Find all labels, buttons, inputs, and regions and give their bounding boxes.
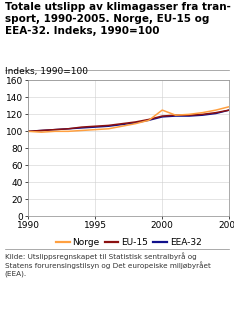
Norge bbox=[121, 124, 123, 128]
Text: Kilde: Utslippsregnskapet til Statistisk sentralbyrå og
Statens forurensingstils: Kilde: Utslippsregnskapet til Statistisk… bbox=[5, 252, 211, 277]
Text: Totale utslipp av klimagasser fra tran-
sport, 1990-2005. Norge, EU-15 og
EEA-32: Totale utslipp av klimagasser fra tran- … bbox=[5, 2, 230, 36]
Norge bbox=[54, 129, 56, 133]
EEA-32 bbox=[161, 115, 164, 119]
Norge bbox=[228, 105, 231, 108]
EEA-32 bbox=[174, 114, 177, 118]
EU-15 bbox=[67, 127, 70, 131]
Norge bbox=[188, 112, 190, 116]
EU-15 bbox=[27, 129, 29, 133]
Line: EEA-32: EEA-32 bbox=[28, 110, 229, 131]
EU-15 bbox=[121, 122, 123, 125]
Norge bbox=[147, 118, 150, 122]
Text: Indeks, 1990=100: Indeks, 1990=100 bbox=[5, 67, 88, 76]
Norge bbox=[80, 129, 83, 132]
Norge bbox=[27, 129, 29, 133]
EU-15 bbox=[215, 111, 217, 115]
EEA-32 bbox=[27, 129, 29, 133]
EEA-32 bbox=[201, 113, 204, 117]
Line: Norge: Norge bbox=[28, 107, 229, 132]
EU-15 bbox=[228, 108, 231, 112]
EU-15 bbox=[161, 114, 164, 118]
EEA-32 bbox=[215, 112, 217, 115]
EEA-32 bbox=[67, 127, 70, 131]
EEA-32 bbox=[134, 121, 137, 125]
EU-15 bbox=[80, 125, 83, 129]
Norge bbox=[201, 111, 204, 115]
Norge bbox=[107, 127, 110, 131]
Norge bbox=[215, 108, 217, 112]
EU-15 bbox=[40, 129, 43, 132]
EEA-32 bbox=[107, 124, 110, 128]
Norge bbox=[161, 108, 164, 112]
EU-15 bbox=[94, 124, 97, 128]
EEA-32 bbox=[54, 128, 56, 132]
EEA-32 bbox=[121, 123, 123, 126]
EU-15 bbox=[174, 113, 177, 117]
EEA-32 bbox=[228, 108, 231, 112]
EU-15 bbox=[201, 112, 204, 116]
Line: EU-15: EU-15 bbox=[28, 110, 229, 131]
Legend: Norge, EU-15, EEA-32: Norge, EU-15, EEA-32 bbox=[56, 239, 201, 248]
EU-15 bbox=[134, 120, 137, 124]
Norge bbox=[174, 113, 177, 117]
EEA-32 bbox=[188, 114, 190, 118]
EU-15 bbox=[188, 113, 190, 117]
EEA-32 bbox=[40, 129, 43, 132]
EEA-32 bbox=[147, 118, 150, 122]
EU-15 bbox=[107, 124, 110, 127]
EEA-32 bbox=[94, 125, 97, 129]
Norge bbox=[134, 122, 137, 125]
EU-15 bbox=[54, 128, 56, 132]
Norge bbox=[94, 128, 97, 132]
EEA-32 bbox=[80, 126, 83, 130]
EU-15 bbox=[147, 118, 150, 121]
Norge bbox=[40, 130, 43, 134]
Norge bbox=[67, 129, 70, 133]
